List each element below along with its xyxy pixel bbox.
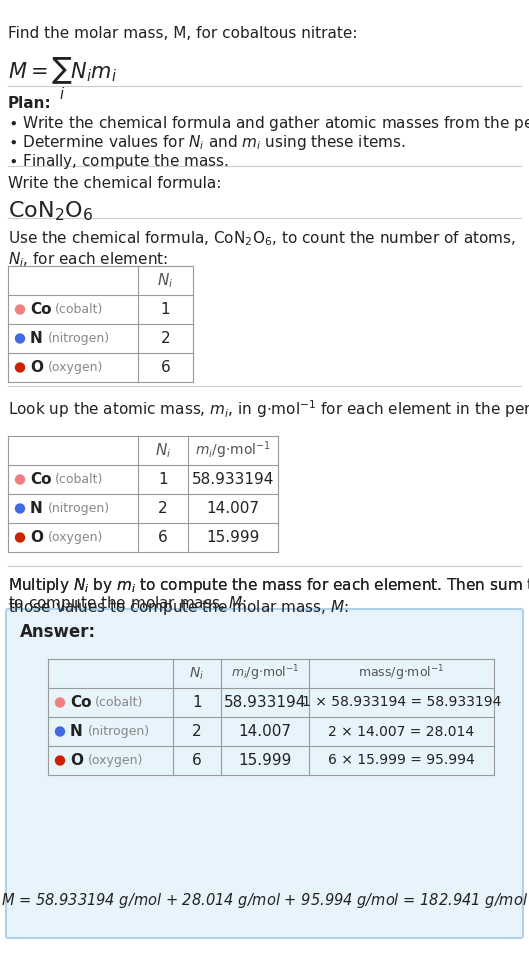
- Text: Write the chemical formula:: Write the chemical formula:: [8, 176, 221, 191]
- Text: N: N: [30, 501, 43, 516]
- Text: 14.007: 14.007: [239, 724, 291, 739]
- Text: $\mathrm{CoN_2O_6}$: $\mathrm{CoN_2O_6}$: [8, 199, 93, 222]
- Circle shape: [15, 475, 24, 484]
- FancyBboxPatch shape: [6, 609, 523, 938]
- Text: Find the molar mass, M, for cobaltous nitrate:: Find the molar mass, M, for cobaltous ni…: [8, 26, 358, 41]
- Circle shape: [56, 756, 65, 765]
- Text: 6: 6: [192, 753, 202, 768]
- Text: 2 × 14.007 = 28.014: 2 × 14.007 = 28.014: [329, 724, 475, 738]
- Circle shape: [56, 698, 65, 707]
- Text: N: N: [30, 331, 43, 346]
- Circle shape: [15, 533, 24, 542]
- Text: 2: 2: [161, 331, 170, 346]
- Text: $N_i$: $N_i$: [189, 666, 205, 682]
- Circle shape: [15, 305, 24, 314]
- Circle shape: [15, 334, 24, 343]
- Text: 2: 2: [158, 501, 168, 516]
- Text: $N_i$: $N_i$: [157, 271, 174, 290]
- Text: (nitrogen): (nitrogen): [87, 725, 150, 738]
- Text: O: O: [30, 530, 43, 545]
- Text: Co: Co: [30, 302, 51, 317]
- Circle shape: [15, 363, 24, 372]
- Text: $\bullet$ Determine values for $N_i$ and $m_i$ using these items.: $\bullet$ Determine values for $N_i$ and…: [8, 133, 406, 152]
- Text: 14.007: 14.007: [206, 501, 260, 516]
- Text: 15.999: 15.999: [238, 753, 291, 768]
- Text: $\bullet$ Write the chemical formula and gather atomic masses from the periodic : $\bullet$ Write the chemical formula and…: [8, 114, 529, 133]
- Text: (cobalt): (cobalt): [55, 303, 103, 316]
- Text: $M$ = 58.933194 g/mol + 28.014 g/mol + 95.994 g/mol = 182.941 g/mol: $M$ = 58.933194 g/mol + 28.014 g/mol + 9…: [1, 892, 528, 911]
- Text: $M = \sum_i N_i m_i$: $M = \sum_i N_i m_i$: [8, 56, 117, 102]
- Text: 6: 6: [158, 530, 168, 545]
- Text: Co: Co: [30, 472, 51, 487]
- Text: 6 × 15.999 = 95.994: 6 × 15.999 = 95.994: [328, 753, 475, 768]
- Text: (oxygen): (oxygen): [48, 531, 103, 544]
- Circle shape: [56, 727, 65, 736]
- Text: $N_i$: $N_i$: [155, 441, 171, 460]
- Text: (oxygen): (oxygen): [48, 361, 103, 374]
- Text: 58.933194: 58.933194: [224, 695, 306, 710]
- Text: 6: 6: [161, 360, 170, 375]
- Text: $m_i$/g$\cdot$mol$^{-1}$: $m_i$/g$\cdot$mol$^{-1}$: [231, 664, 299, 683]
- Text: Answer:: Answer:: [20, 623, 96, 641]
- Text: $m_i$/g$\cdot$mol$^{-1}$: $m_i$/g$\cdot$mol$^{-1}$: [195, 440, 271, 462]
- Text: Multiply $N_i$ by $m_i$ to compute the mass for each element. Then sum those val: Multiply $N_i$ by $m_i$ to compute the m…: [8, 576, 529, 595]
- Text: (nitrogen): (nitrogen): [48, 332, 110, 345]
- Text: O: O: [30, 360, 43, 375]
- Text: O: O: [70, 753, 83, 768]
- Text: Multiply $N_i$ by $m_i$ to compute the mass for each element. Then sum those val: Multiply $N_i$ by $m_i$ to compute the m…: [8, 576, 523, 617]
- Text: Use the chemical formula, $\mathrm{CoN_2O_6}$, to count the number of atoms, $N_: Use the chemical formula, $\mathrm{CoN_2…: [8, 229, 516, 270]
- Text: 1: 1: [192, 695, 202, 710]
- Text: (nitrogen): (nitrogen): [48, 502, 110, 515]
- Text: N: N: [70, 724, 83, 739]
- Text: $\bullet$ Finally, compute the mass.: $\bullet$ Finally, compute the mass.: [8, 152, 229, 171]
- Text: Look up the atomic mass, $m_i$, in g$\cdot$mol$^{-1}$ for each element in the pe: Look up the atomic mass, $m_i$, in g$\cd…: [8, 398, 529, 419]
- Text: (cobalt): (cobalt): [95, 696, 143, 709]
- Text: 1 × 58.933194 = 58.933194: 1 × 58.933194 = 58.933194: [302, 696, 501, 709]
- Text: Co: Co: [70, 695, 92, 710]
- Text: 1: 1: [158, 472, 168, 487]
- Text: 1: 1: [161, 302, 170, 317]
- Text: 15.999: 15.999: [206, 530, 260, 545]
- Circle shape: [15, 504, 24, 513]
- Text: (cobalt): (cobalt): [55, 473, 103, 486]
- Text: (oxygen): (oxygen): [87, 754, 143, 767]
- Text: Plan:: Plan:: [8, 96, 52, 111]
- Text: 58.933194: 58.933194: [192, 472, 274, 487]
- Text: 2: 2: [192, 724, 202, 739]
- Text: mass/g$\cdot$mol$^{-1}$: mass/g$\cdot$mol$^{-1}$: [358, 664, 445, 683]
- Text: to compute the molar mass, $M$:: to compute the molar mass, $M$:: [8, 594, 248, 613]
